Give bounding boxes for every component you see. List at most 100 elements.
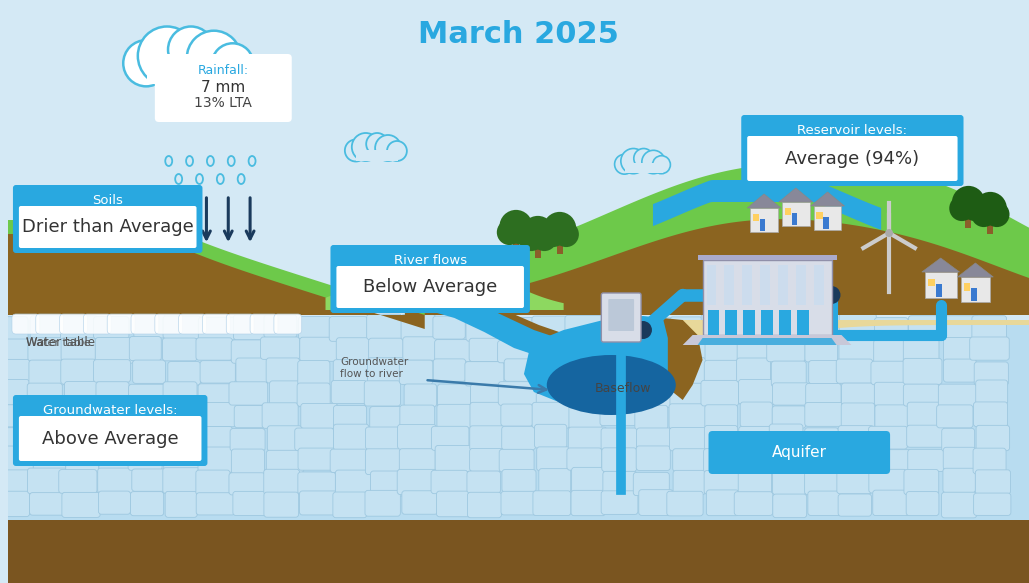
FancyBboxPatch shape — [336, 338, 369, 360]
Circle shape — [634, 321, 652, 339]
FancyBboxPatch shape — [569, 405, 602, 429]
FancyBboxPatch shape — [709, 431, 890, 474]
FancyBboxPatch shape — [267, 358, 299, 383]
Bar — [785, 208, 791, 215]
FancyBboxPatch shape — [536, 360, 569, 385]
FancyBboxPatch shape — [569, 363, 605, 385]
Polygon shape — [958, 263, 993, 277]
Circle shape — [614, 154, 634, 174]
FancyBboxPatch shape — [299, 337, 339, 361]
FancyBboxPatch shape — [672, 337, 706, 361]
FancyBboxPatch shape — [234, 315, 265, 340]
FancyBboxPatch shape — [126, 405, 165, 429]
FancyBboxPatch shape — [532, 316, 569, 342]
FancyBboxPatch shape — [667, 491, 703, 516]
FancyBboxPatch shape — [435, 445, 471, 472]
FancyBboxPatch shape — [737, 358, 771, 382]
FancyBboxPatch shape — [62, 493, 100, 518]
FancyBboxPatch shape — [164, 447, 201, 472]
FancyBboxPatch shape — [333, 492, 366, 518]
FancyBboxPatch shape — [747, 136, 958, 181]
Text: Soils: Soils — [93, 194, 123, 206]
FancyBboxPatch shape — [975, 470, 1010, 494]
FancyBboxPatch shape — [639, 490, 673, 515]
FancyBboxPatch shape — [198, 402, 237, 427]
FancyBboxPatch shape — [64, 404, 102, 430]
Polygon shape — [524, 316, 673, 408]
FancyBboxPatch shape — [226, 314, 254, 334]
Bar — [724, 265, 735, 305]
FancyBboxPatch shape — [154, 54, 292, 122]
FancyBboxPatch shape — [163, 338, 198, 361]
FancyBboxPatch shape — [437, 405, 471, 428]
Circle shape — [543, 212, 576, 245]
FancyBboxPatch shape — [229, 382, 268, 405]
FancyBboxPatch shape — [973, 493, 1010, 515]
FancyBboxPatch shape — [36, 314, 64, 334]
FancyBboxPatch shape — [943, 468, 975, 493]
FancyBboxPatch shape — [806, 384, 841, 408]
FancyBboxPatch shape — [837, 470, 872, 494]
FancyBboxPatch shape — [250, 314, 278, 334]
FancyBboxPatch shape — [154, 314, 182, 334]
Circle shape — [212, 43, 253, 85]
FancyBboxPatch shape — [196, 470, 230, 495]
FancyBboxPatch shape — [739, 380, 777, 405]
Circle shape — [123, 40, 169, 86]
FancyBboxPatch shape — [13, 185, 203, 253]
Bar — [743, 310, 755, 335]
Text: Surface
water runoff: Surface water runoff — [390, 271, 455, 293]
FancyBboxPatch shape — [635, 405, 668, 430]
FancyBboxPatch shape — [397, 424, 436, 449]
Bar — [707, 265, 716, 305]
FancyBboxPatch shape — [336, 266, 524, 308]
FancyBboxPatch shape — [942, 429, 974, 452]
FancyBboxPatch shape — [767, 339, 805, 361]
FancyBboxPatch shape — [805, 338, 838, 362]
FancyBboxPatch shape — [33, 449, 66, 472]
FancyBboxPatch shape — [236, 358, 269, 383]
FancyBboxPatch shape — [465, 361, 504, 386]
Bar — [814, 206, 842, 230]
FancyBboxPatch shape — [909, 315, 942, 338]
Bar — [963, 283, 970, 291]
FancyBboxPatch shape — [298, 317, 331, 339]
FancyBboxPatch shape — [232, 340, 268, 363]
FancyBboxPatch shape — [740, 402, 773, 427]
FancyBboxPatch shape — [601, 491, 638, 514]
Text: 7 mm: 7 mm — [202, 79, 246, 94]
Circle shape — [642, 150, 665, 174]
FancyBboxPatch shape — [128, 448, 162, 470]
FancyBboxPatch shape — [704, 360, 743, 384]
FancyBboxPatch shape — [297, 360, 330, 386]
FancyBboxPatch shape — [944, 359, 977, 382]
FancyBboxPatch shape — [501, 404, 533, 426]
Polygon shape — [8, 520, 1029, 583]
Bar — [708, 310, 719, 335]
FancyBboxPatch shape — [0, 380, 29, 405]
FancyBboxPatch shape — [836, 449, 874, 472]
FancyBboxPatch shape — [842, 383, 875, 407]
Bar — [513, 242, 519, 252]
Circle shape — [510, 220, 535, 245]
Circle shape — [532, 226, 557, 251]
FancyBboxPatch shape — [274, 314, 301, 334]
FancyBboxPatch shape — [842, 403, 875, 429]
Text: Water table: Water table — [26, 338, 91, 348]
FancyBboxPatch shape — [404, 384, 436, 407]
Circle shape — [885, 229, 893, 237]
Bar — [928, 279, 935, 286]
Bar — [782, 202, 810, 226]
Bar — [750, 208, 778, 232]
FancyBboxPatch shape — [163, 316, 201, 339]
Circle shape — [962, 195, 988, 221]
FancyBboxPatch shape — [294, 428, 333, 451]
FancyBboxPatch shape — [539, 469, 571, 493]
Text: Rainfall:: Rainfall: — [198, 65, 249, 78]
Polygon shape — [779, 188, 813, 202]
FancyBboxPatch shape — [0, 359, 30, 385]
Bar — [796, 310, 809, 335]
FancyBboxPatch shape — [196, 427, 233, 449]
Text: Groundwater
flow to river: Groundwater flow to river — [341, 357, 409, 379]
FancyBboxPatch shape — [59, 469, 97, 493]
